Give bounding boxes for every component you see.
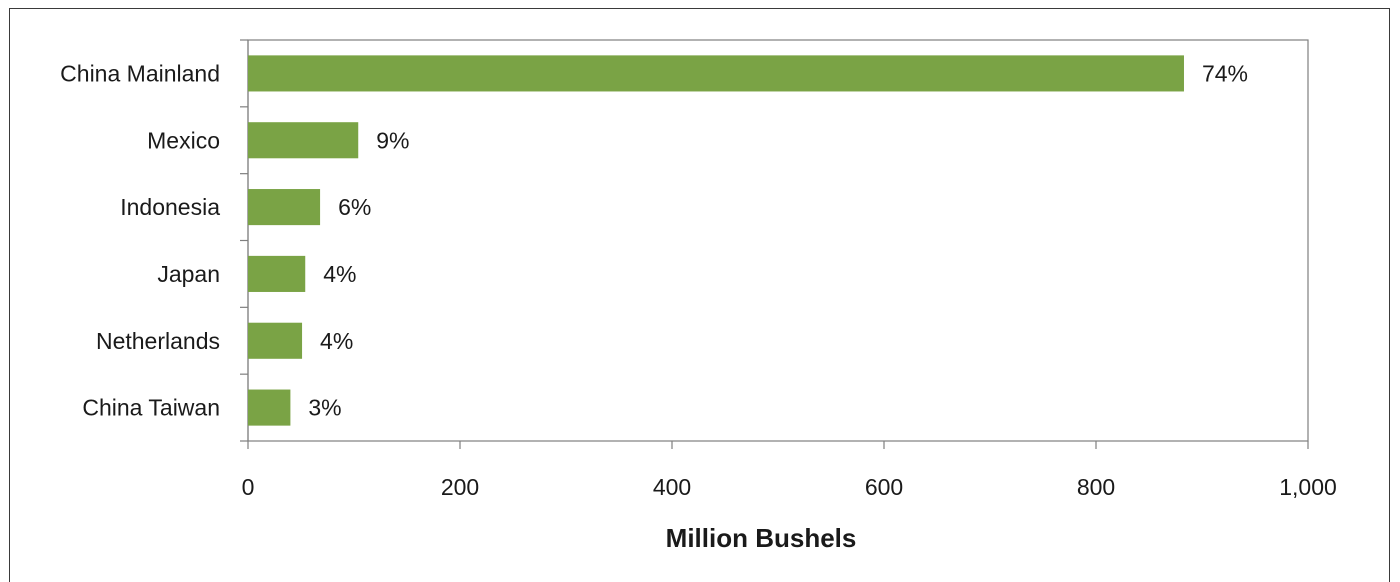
- category-label: Japan: [157, 261, 220, 287]
- x-axis-title: Million Bushels: [666, 523, 857, 553]
- data-labels: 74% 9% 6% 4% 4% 3%: [308, 60, 1248, 420]
- x-tick-label: 400: [653, 474, 691, 500]
- category-labels: China Mainland Mexico Indonesia Japan Nether…: [60, 60, 220, 420]
- x-tick-label: 800: [1077, 474, 1115, 500]
- category-label: Indonesia: [120, 194, 220, 220]
- category-label: China Taiwan: [82, 395, 220, 421]
- data-label: 4%: [320, 328, 353, 354]
- plot-area-border: [247, 39, 1309, 442]
- data-label: 3%: [308, 395, 341, 421]
- chart-frame: [9, 8, 1390, 582]
- bar: [248, 322, 303, 359]
- category-label: Netherlands: [96, 328, 220, 354]
- y-axis: [240, 39, 249, 442]
- data-label: 6%: [338, 194, 371, 220]
- category-label: Mexico: [147, 127, 220, 153]
- bar: [248, 389, 291, 426]
- x-tick-label: 0: [242, 474, 255, 500]
- x-axis: 0 200 400 600 800 1,000: [242, 441, 1337, 500]
- x-tick-label: 1,000: [1279, 474, 1337, 500]
- x-tick-label: 600: [865, 474, 903, 500]
- category-label: China Mainland: [60, 60, 220, 86]
- data-label: 74%: [1202, 60, 1248, 86]
- bar: [248, 255, 306, 292]
- bars-group: [248, 55, 1184, 426]
- bar: [248, 189, 321, 226]
- data-label: 9%: [376, 127, 409, 153]
- bar: [248, 55, 1184, 92]
- data-label: 4%: [323, 261, 356, 287]
- bar: [248, 122, 359, 159]
- x-tick-label: 200: [441, 474, 479, 500]
